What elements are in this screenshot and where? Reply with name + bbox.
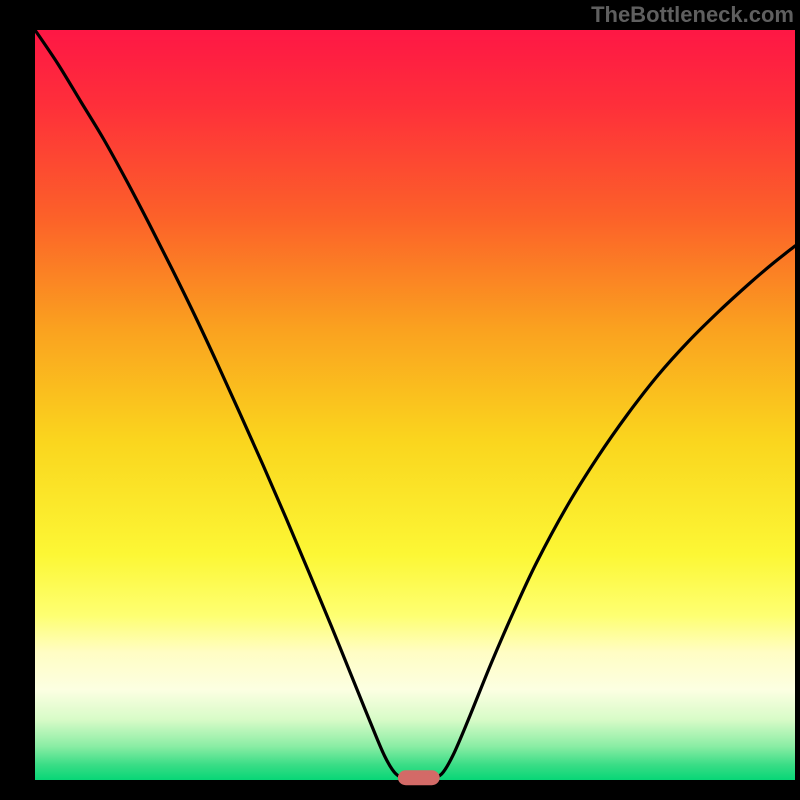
- bottleneck-chart: [0, 0, 800, 800]
- chart-canvas: TheBottleneck.com: [0, 0, 800, 800]
- attribution-text: TheBottleneck.com: [591, 0, 800, 28]
- sweet-spot-marker: [398, 770, 440, 785]
- gradient-background: [35, 30, 795, 780]
